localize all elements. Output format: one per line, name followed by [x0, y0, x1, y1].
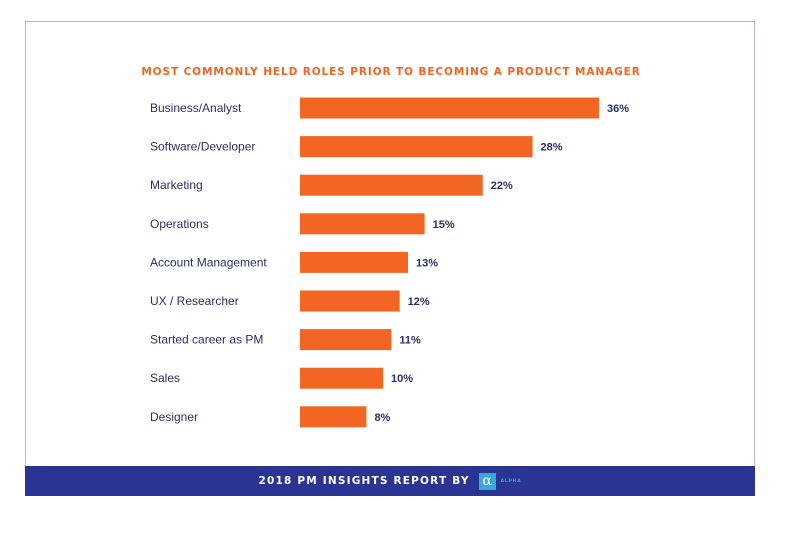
- bars-group: Business/Analyst 36% Software/Developer 28%…: [150, 97, 629, 428]
- alpha-logo: α ALPHA: [478, 472, 522, 490]
- value-label: 36%: [607, 103, 629, 115]
- category-label: Started career as PM: [150, 333, 263, 347]
- value-label: 15%: [433, 219, 455, 231]
- value-label: 13%: [416, 257, 438, 269]
- bar: [300, 136, 533, 158]
- category-label: Marketing: [150, 178, 203, 192]
- alpha-logo-icon: α: [478, 472, 496, 490]
- footer-banner: 2018 PM INSIGHTS REPORT BY α ALPHA: [25, 466, 755, 496]
- value-label: 11%: [399, 335, 421, 347]
- footer-text: 2018 PM INSIGHTS REPORT BY: [258, 475, 470, 487]
- value-label: 28%: [541, 142, 563, 154]
- bar: [300, 406, 367, 428]
- bar: [300, 213, 425, 235]
- category-label: Business/Analyst: [150, 101, 242, 115]
- value-label: 10%: [391, 373, 413, 385]
- value-label: 8%: [374, 412, 390, 424]
- value-label: 22%: [491, 180, 513, 192]
- bar: [300, 174, 483, 196]
- category-label: Software/Developer: [150, 140, 255, 154]
- bar: [300, 367, 384, 389]
- bar: [300, 97, 599, 119]
- bar-chart: MOST COMMONLY HELD ROLES PRIOR TO BECOMI…: [141, 66, 640, 428]
- chart-card: MOST COMMONLY HELD ROLES PRIOR TO BECOMI…: [25, 21, 755, 496]
- category-label: Sales: [150, 371, 180, 385]
- category-label: UX / Researcher: [150, 294, 239, 308]
- alpha-logo-word: ALPHA: [500, 478, 522, 484]
- bar: [300, 251, 408, 273]
- chart-title: MOST COMMONLY HELD ROLES PRIOR TO BECOMI…: [141, 66, 640, 78]
- category-label: Designer: [150, 410, 198, 424]
- category-label: Account Management: [150, 255, 267, 269]
- bar: [300, 329, 392, 351]
- bar: [300, 290, 400, 312]
- value-label: 12%: [408, 296, 430, 308]
- category-label: Operations: [150, 217, 209, 231]
